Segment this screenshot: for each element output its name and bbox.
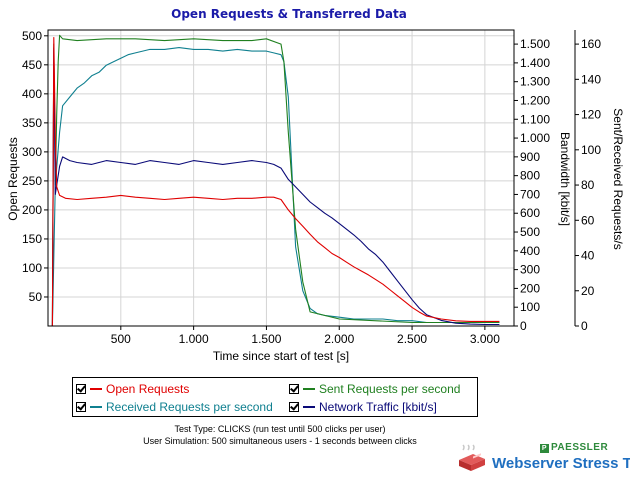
legend-swatch [90, 388, 102, 390]
rps-axis-label: Sent/Received Requests/s [611, 108, 625, 249]
user-simulation-note: User Simulation: 500 simultaneous users … [143, 436, 417, 446]
checkbox-icon[interactable] [76, 384, 86, 394]
left-axis: 50 100 150 200 250 300 350 400 450 500 [22, 29, 48, 304]
brand-text: PAESSLER [551, 442, 609, 453]
left-tick-label: 500 [22, 29, 42, 43]
bandwidth-tick-label: 700 [520, 187, 540, 201]
bandwidth-tick-label: 1.500 [520, 37, 550, 51]
rps-axis: 0 20 40 60 80 100 120 140 160 [574, 30, 601, 333]
bandwidth-tick-label: 500 [520, 225, 540, 239]
bandwidth-tick-label: 800 [520, 169, 540, 183]
brand-mark-icon: P [540, 444, 549, 453]
rps-tick-label: 40 [581, 249, 595, 263]
bandwidth-axis-label: Bandwidth [kbit/s] [558, 132, 572, 226]
x-tick-label: 3.000 [470, 332, 500, 346]
legend-item-open-requests[interactable]: Open Requests [76, 380, 189, 398]
series-layer [51, 34, 500, 327]
rps-tick-label: 80 [581, 178, 595, 192]
rps-tick-label: 160 [581, 37, 601, 51]
bandwidth-tick-label: 1.400 [520, 56, 550, 70]
x-tick-label: 500 [111, 332, 131, 346]
legend: Open Requests Sent Requests per second R… [72, 377, 478, 417]
left-axis-label: Open Requests [6, 137, 20, 220]
rps-tick-label: 100 [581, 143, 601, 157]
bandwidth-axis: 0 100 200 300 400 500 600 700 800 900 1.000 1.100 1.… [514, 37, 550, 333]
bandwidth-tick-label: 600 [520, 206, 540, 220]
plot-frame [47, 29, 515, 327]
left-tick-label: 350 [22, 116, 42, 130]
left-tick-label: 100 [22, 261, 42, 275]
rps-tick-label: 0 [581, 319, 588, 333]
bandwidth-tick-label: 1.000 [520, 131, 550, 145]
product-name: Webserver Stress Tool [492, 455, 630, 472]
series-line-open-requests [51, 36, 500, 327]
legend-label: Sent Requests per second [319, 382, 461, 396]
x-tick-label: 2.500 [397, 332, 427, 346]
legend-swatch [90, 406, 102, 408]
bandwidth-tick-label: 300 [520, 263, 540, 277]
chart-title: Open Requests & Transferred Data [171, 7, 407, 21]
legend-label: Received Requests per second [106, 400, 273, 414]
rps-tick-label: 120 [581, 108, 601, 122]
left-tick-label: 300 [22, 145, 42, 159]
x-tick-label: 1.000 [179, 332, 209, 346]
brand-name: P PAESSLER [540, 442, 608, 453]
series-line-sent-requests-per-second [51, 34, 500, 327]
x-tick-label: 2.000 [324, 332, 354, 346]
bandwidth-tick-label: 0 [520, 319, 527, 333]
bandwidth-tick-label: 200 [520, 281, 540, 295]
server-icon [459, 444, 485, 471]
checkbox-icon[interactable] [76, 402, 86, 412]
x-axis: 500 1.000 1.500 2.000 2.500 3.000 [111, 326, 500, 346]
legend-item-network-traffic[interactable]: Network Traffic [kbit/s] [289, 398, 437, 416]
left-tick-label: 150 [22, 232, 42, 246]
grid [48, 30, 514, 326]
left-tick-label: 250 [22, 174, 42, 188]
x-axis-label: Time since start of test [s] [213, 349, 349, 363]
test-type-note: Test Type: CLICKS (run test until 500 cl… [174, 424, 386, 434]
legend-label: Open Requests [106, 382, 190, 396]
left-tick-label: 450 [22, 58, 42, 72]
test-notes: Test Type: CLICKS (run test until 500 cl… [60, 423, 500, 447]
bandwidth-tick-label: 1.300 [520, 75, 550, 89]
series-line-received-requests-per-second [51, 47, 500, 327]
rps-tick-label: 60 [581, 213, 595, 227]
x-tick-label: 1.500 [251, 332, 281, 346]
legend-label: Network Traffic [kbit/s] [319, 400, 437, 414]
series-line-network-traffic-kbit-s [51, 47, 500, 327]
checkbox-icon[interactable] [289, 402, 299, 412]
left-tick-label: 50 [29, 290, 43, 304]
checkbox-icon[interactable] [289, 384, 299, 394]
chart: Open Requests & Transferred Data 500 1.00… [6, 7, 625, 363]
rps-tick-label: 140 [581, 72, 601, 86]
legend-swatch [303, 388, 315, 390]
legend-item-received-requests[interactable]: Received Requests per second [76, 398, 273, 416]
bandwidth-tick-label: 1.200 [520, 93, 550, 107]
left-tick-label: 400 [22, 87, 42, 101]
legend-swatch [303, 406, 315, 408]
bandwidth-tick-label: 400 [520, 244, 540, 258]
bandwidth-tick-label: 1.100 [520, 112, 550, 126]
bandwidth-tick-label: 900 [520, 150, 540, 164]
bandwidth-tick-label: 100 [520, 300, 540, 314]
rps-tick-label: 20 [581, 284, 595, 298]
legend-item-sent-requests[interactable]: Sent Requests per second [289, 380, 460, 398]
left-tick-label: 200 [22, 203, 42, 217]
